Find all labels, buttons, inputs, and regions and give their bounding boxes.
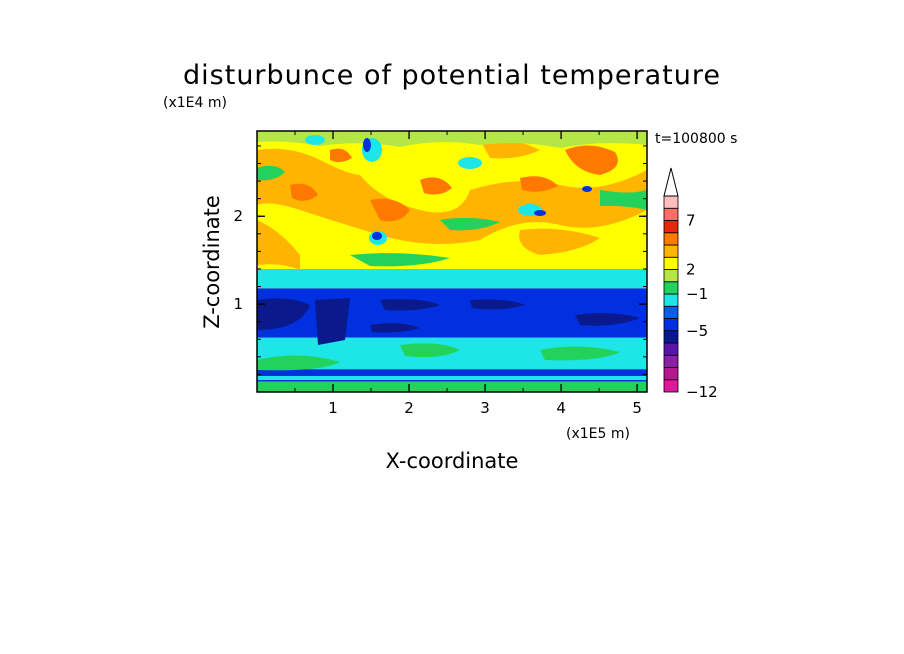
colorbar-segment: [663, 330, 679, 344]
y-axis-title: Z-coordinate: [200, 195, 224, 329]
contour-field: [257, 131, 647, 392]
x-tick-label: 1: [328, 399, 338, 417]
neutral-patch: [257, 131, 647, 148]
warm-anomaly: [519, 228, 600, 255]
neutral-patch: [257, 165, 285, 181]
cool-patch: [257, 355, 340, 371]
cool-pocket: [305, 135, 325, 145]
colorbar: −12−5−127: [663, 167, 718, 401]
x-tick-label: 5: [632, 399, 642, 417]
hot-anomaly: [290, 183, 318, 201]
colorbar-segment: [663, 379, 679, 393]
hot-anomaly: [520, 176, 558, 192]
y-tick-label: 1: [233, 295, 243, 313]
x-tick-label: 4: [556, 399, 566, 417]
colorbar-segment: [663, 342, 679, 356]
cold-pocket: [582, 186, 592, 192]
warm-anomaly: [257, 220, 300, 270]
deep-cold-core: [370, 323, 420, 333]
hot-anomaly: [420, 177, 452, 195]
warm-anomaly: [480, 138, 540, 159]
colorbar-segment: [663, 318, 679, 332]
neutral-patch: [350, 253, 450, 267]
x-tick-label: 3: [480, 399, 490, 417]
time-label: t=100800 s: [655, 131, 737, 147]
cold-pocket: [534, 210, 546, 216]
cold-pocket: [363, 138, 371, 152]
y-axis: 12: [233, 145, 647, 375]
colorbar-segment: [663, 256, 679, 270]
y-unit-label: (x1E4 m): [163, 95, 227, 111]
colorbar-segment: [663, 367, 679, 381]
colorbar-label: −5: [686, 322, 708, 340]
x-tick-label: 2: [404, 399, 414, 417]
colorbar-label: −12: [686, 383, 718, 401]
x-axis-title: X-coordinate: [386, 449, 519, 473]
colorbar-label: −1: [686, 285, 708, 303]
upper-structures: [257, 131, 647, 270]
colorbar-label: 7: [686, 212, 696, 230]
cold-pocket: [372, 232, 382, 240]
chart-title: disturbunce of potential temperature: [183, 60, 721, 91]
band-3: [257, 288, 647, 338]
colorbar-segment: [663, 293, 679, 307]
band-4: [257, 268, 647, 289]
colorbar-segment: [663, 220, 679, 234]
band-0: [257, 381, 647, 392]
hot-anomaly: [565, 145, 618, 175]
deep-cold-core: [257, 298, 310, 330]
cool-patch: [540, 346, 620, 361]
colorbar-segment: [663, 244, 679, 258]
deep-cold-core: [470, 299, 525, 310]
x-unit-label: (x1E5 m): [566, 426, 630, 442]
cool-patch: [400, 343, 460, 358]
warm-anomaly: [257, 148, 647, 244]
colorbar-segment: [663, 269, 679, 283]
deep-cold-core: [315, 298, 350, 345]
y-tick-label: 2: [233, 207, 243, 225]
cool-patch: [257, 376, 647, 380]
neutral-patch: [600, 190, 647, 210]
deep-cold-core: [575, 313, 640, 326]
lower-structures: [257, 298, 647, 380]
deep-cold-core: [380, 299, 440, 311]
colorbar-segment: [663, 195, 679, 209]
plot-frame: [256, 130, 648, 393]
colorbar-segment: [663, 305, 679, 319]
x-axis: 1 2 3 4 5: [294, 131, 642, 417]
colorbar-extend-arrow: [663, 167, 679, 197]
neutral-patch: [440, 217, 500, 231]
colorbar-segment: [663, 232, 679, 246]
colorbar-segment: [663, 281, 679, 295]
colorbar-segment: [663, 354, 679, 368]
colorbar-segment: [663, 207, 679, 221]
cool-pocket: [458, 157, 482, 169]
colorbar-label: 2: [686, 261, 696, 279]
hot-anomaly: [370, 198, 410, 222]
hot-anomaly: [330, 148, 352, 163]
